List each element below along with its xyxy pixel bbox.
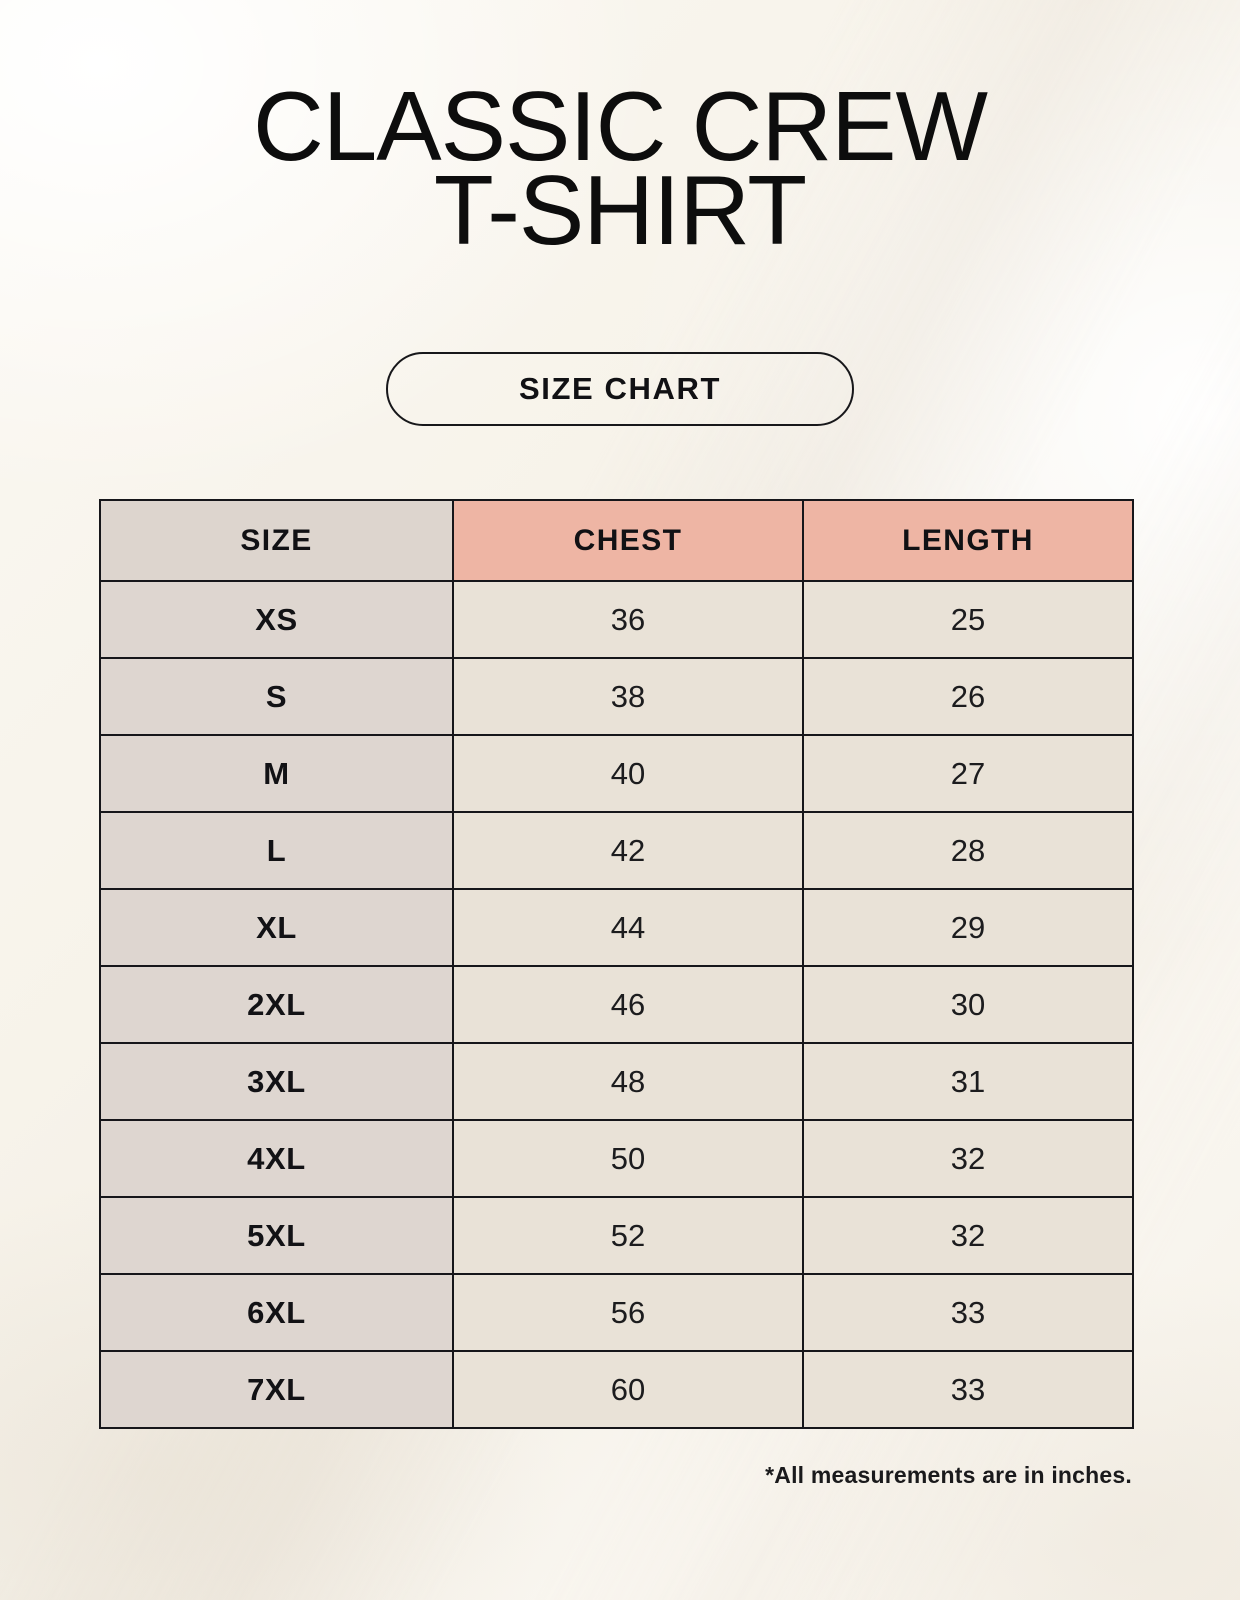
cell-size: 6XL (99, 1273, 454, 1352)
cell-chest: 52 (452, 1196, 804, 1275)
table-row: 6XL 56 33 (99, 1273, 1134, 1352)
page-title: CLASSIC CREW T-SHIRT (252, 71, 988, 265)
cell-length: 33 (802, 1273, 1134, 1352)
measurement-units-note: *All measurements are in inches. (765, 1462, 1132, 1488)
cell-size: M (99, 734, 454, 813)
cell-chest: 44 (452, 888, 804, 967)
cell-length: 28 (802, 811, 1134, 890)
table-row: L 42 28 (99, 811, 1134, 890)
cell-length: 25 (802, 580, 1134, 659)
table-body: XS 36 25 S 38 26 M 40 27 L 42 28 XL 44 (99, 580, 1134, 1429)
cell-length: 26 (802, 657, 1134, 736)
cell-chest: 60 (452, 1350, 804, 1429)
cell-chest: 46 (452, 965, 804, 1044)
column-header-chest: CHEST (452, 499, 804, 582)
table-header-row: SIZE CHEST LENGTH (99, 499, 1134, 582)
cell-size: 3XL (99, 1042, 454, 1121)
cell-size: 4XL (99, 1119, 454, 1198)
size-chart-badge: SIZE CHART (386, 352, 854, 426)
cell-chest: 38 (452, 657, 804, 736)
cell-size: XS (99, 580, 454, 659)
cell-length: 33 (802, 1350, 1134, 1429)
table-row: XS 36 25 (99, 580, 1134, 659)
cell-chest: 50 (452, 1119, 804, 1198)
cell-length: 31 (802, 1042, 1134, 1121)
cell-size: 7XL (99, 1350, 454, 1429)
table-row: 2XL 46 30 (99, 965, 1134, 1044)
table-row: 3XL 48 31 (99, 1042, 1134, 1121)
cell-length: 32 (802, 1119, 1134, 1198)
size-chart-table: SIZE CHEST LENGTH XS 36 25 S 38 26 M 40 … (99, 499, 1134, 1429)
table-header: SIZE CHEST LENGTH (99, 499, 1134, 582)
cell-length: 29 (802, 888, 1134, 967)
badge-container: SIZE CHART (0, 352, 1240, 426)
cell-size: S (99, 657, 454, 736)
column-header-size: SIZE (99, 499, 454, 582)
cell-chest: 48 (452, 1042, 804, 1121)
cell-length: 30 (802, 965, 1134, 1044)
cell-length: 27 (802, 734, 1134, 813)
cell-size: XL (99, 888, 454, 967)
cell-size: 5XL (99, 1196, 454, 1275)
cell-chest: 40 (452, 734, 804, 813)
cell-size: L (99, 811, 454, 890)
cell-chest: 42 (452, 811, 804, 890)
table-row: S 38 26 (99, 657, 1134, 736)
cell-size: 2XL (99, 965, 454, 1044)
table-row: 4XL 50 32 (99, 1119, 1134, 1198)
table-row: 5XL 52 32 (99, 1196, 1134, 1275)
table-row: M 40 27 (99, 734, 1134, 813)
table-row: 7XL 60 33 (99, 1350, 1134, 1429)
cell-length: 32 (802, 1196, 1134, 1275)
cell-chest: 36 (452, 580, 804, 659)
column-header-length: LENGTH (802, 499, 1134, 582)
table-row: XL 44 29 (99, 888, 1134, 967)
cell-chest: 56 (452, 1273, 804, 1352)
